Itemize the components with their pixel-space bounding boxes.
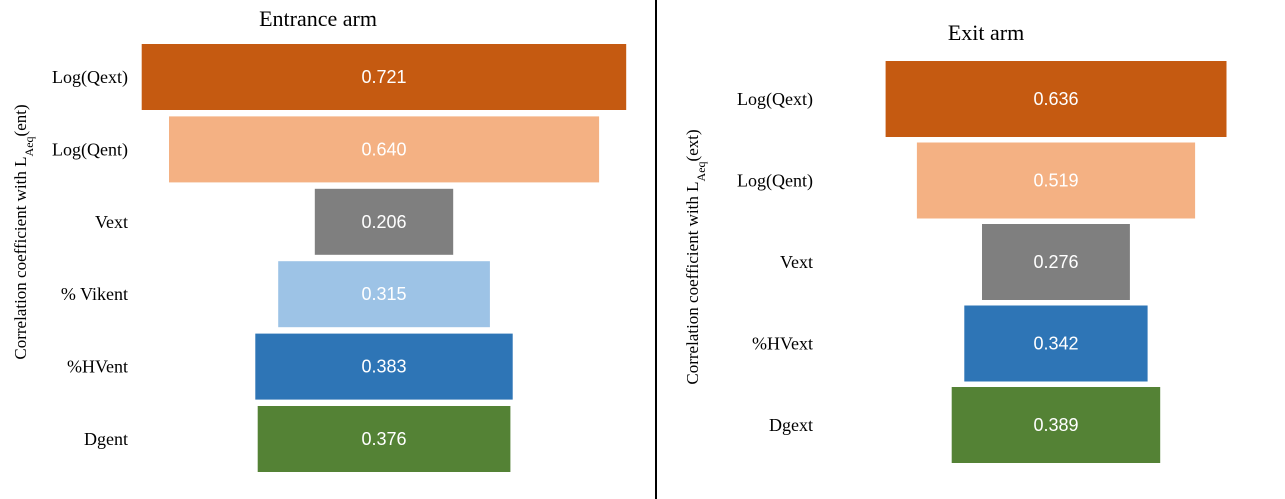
data-label: 0.636 [1033,89,1078,109]
category-label: %HVext [752,334,813,354]
category-label: Log(Qent) [52,139,128,160]
funnel-bar [964,305,1148,382]
data-label: 0.276 [1033,252,1078,272]
data-label: 0.389 [1033,415,1078,435]
exit-arm-chart: Exit arm Correlation coefficient with LA… [683,20,1227,463]
category-label: % Vikent [61,284,128,304]
data-label: 0.315 [361,284,406,304]
category-label: Log(Qext) [52,67,128,88]
data-label: 0.206 [361,212,406,232]
category-label: Log(Qext) [737,89,813,110]
category-label: Dgext [769,415,813,435]
funnel-bar [982,224,1130,300]
data-label: 0.342 [1033,334,1078,354]
y-axis-label: Correlation coefficient with LAeq(ent) [11,104,36,359]
funnel-bar [141,44,627,110]
category-label: Log(Qent) [737,171,813,192]
data-label: 0.640 [361,139,406,159]
category-label: %HVent [67,357,128,377]
funnel-bar [257,406,511,472]
chart-title: Exit arm [948,20,1024,45]
category-label: Vext [95,212,128,232]
funnel-bar [278,261,490,328]
category-label: Vext [780,252,813,272]
data-label: 0.383 [361,357,406,377]
funnel-bar [255,333,513,400]
data-label: 0.519 [1033,171,1078,191]
funnel-bar [314,188,454,255]
y-axis-label: Correlation coefficient with LAeq(ext) [683,129,708,384]
funnel-bar [951,387,1161,463]
chart-title: Entrance arm [259,6,377,31]
funnel-bar [169,116,600,183]
funnel-bar [885,61,1227,137]
funnel-bar [916,142,1196,219]
entrance-arm-chart: Entrance arm Correlation coefficient wit… [11,6,627,472]
category-label: Dgent [84,429,128,449]
data-label: 0.721 [361,67,406,87]
data-label: 0.376 [361,429,406,449]
